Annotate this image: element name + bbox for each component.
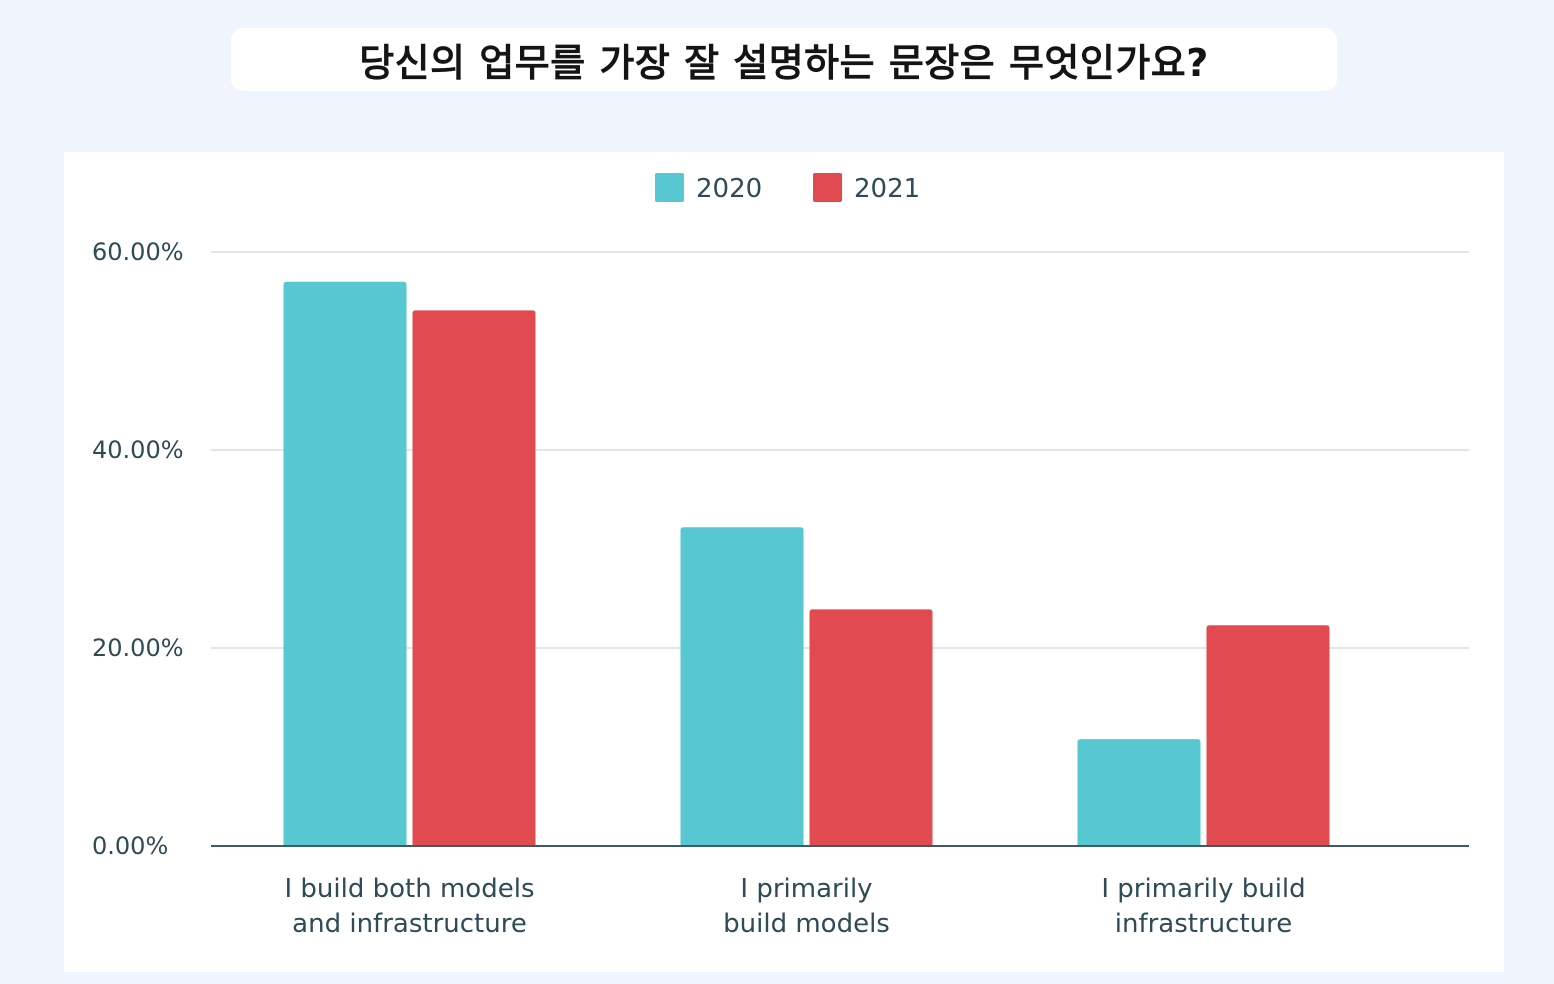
- x-category-label-line: build models: [723, 909, 890, 939]
- legend-swatch-2021: [813, 173, 842, 202]
- chart-title: 당신의 업무를 가장 잘 설명하는 문장은 무엇인가요?: [359, 41, 1209, 85]
- bar-2021-cat-1: [809, 609, 933, 846]
- y-axis-ticks: 0.00% 20.00% 40.00% 60.00%: [92, 238, 184, 860]
- bar-2020-cat-0: [283, 281, 407, 846]
- category-labels: I build both models and infrastructure I p…: [285, 874, 1306, 939]
- bar-2020-cat-1: [680, 527, 804, 846]
- y-tick-label: 40.00%: [92, 436, 184, 464]
- x-category-label-line: I primarily build: [1101, 874, 1305, 904]
- y-tick-label: 20.00%: [92, 634, 184, 662]
- x-category-label: I primarily build infrastructure: [1101, 874, 1305, 939]
- x-category-label-line: and infrastructure: [292, 909, 527, 939]
- legend-label-2021: 2021: [854, 174, 920, 204]
- bars: [283, 281, 1330, 846]
- title-box: 당신의 업무를 가장 잘 설명하는 문장은 무엇인가요?: [231, 28, 1337, 91]
- x-category-label-line: I primarily: [740, 874, 872, 904]
- x-category-label: I build both models and infrastructure: [285, 874, 535, 939]
- bar-2021-cat-0: [412, 310, 536, 846]
- legend-label-2020: 2020: [696, 174, 762, 204]
- bar-2020-cat-2: [1077, 739, 1201, 846]
- chart-panel: 0.00% 20.00% 40.00% 60.00% I build both mod…: [64, 152, 1504, 972]
- y-tick-label: 60.00%: [92, 238, 184, 266]
- x-category-label-line: I build both models: [285, 874, 535, 904]
- y-tick-label: 0.00%: [92, 832, 168, 860]
- x-category-label: I primarily build models: [723, 874, 890, 939]
- bar-chart: 0.00% 20.00% 40.00% 60.00% I build both mod…: [92, 173, 1469, 939]
- bar-2021-cat-2: [1206, 625, 1330, 846]
- legend: 2020 2021: [655, 173, 920, 204]
- legend-swatch-2020: [655, 173, 684, 202]
- x-category-label-line: infrastructure: [1115, 909, 1292, 939]
